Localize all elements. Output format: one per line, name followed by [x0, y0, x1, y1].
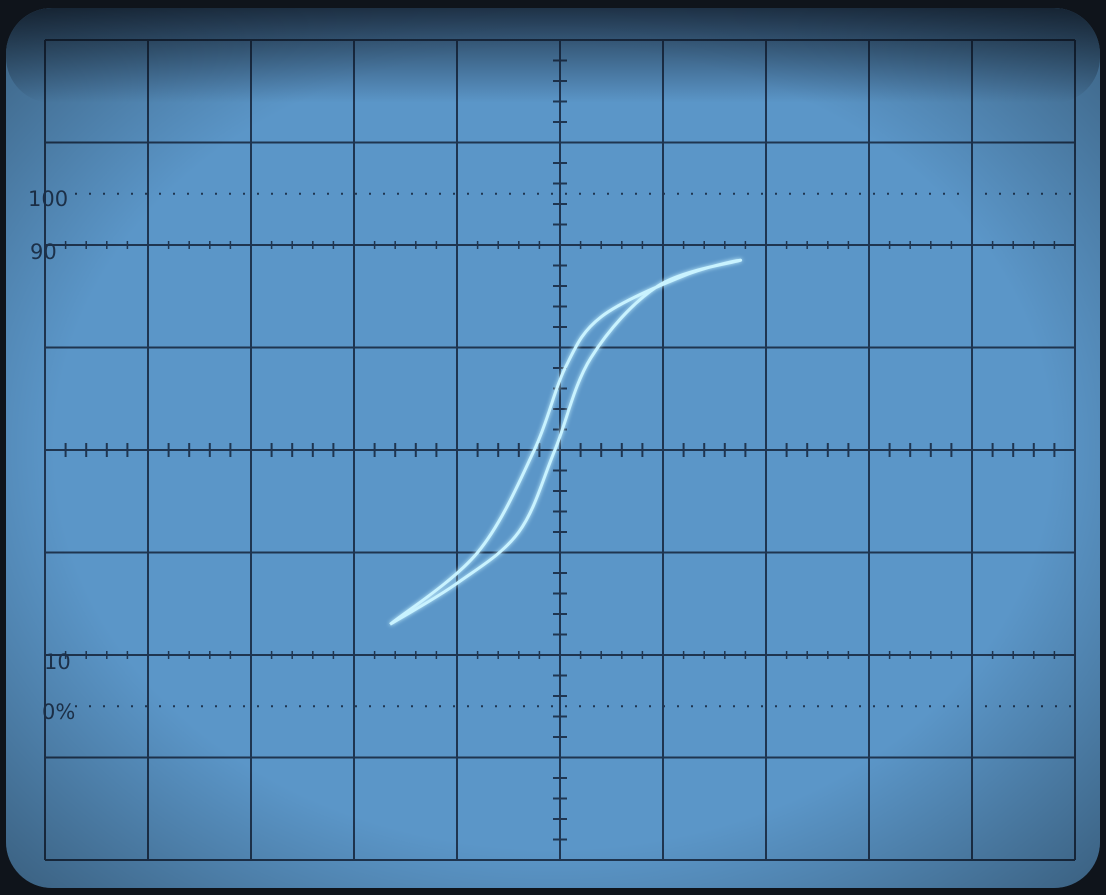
vignette-overlay — [6, 8, 1100, 888]
